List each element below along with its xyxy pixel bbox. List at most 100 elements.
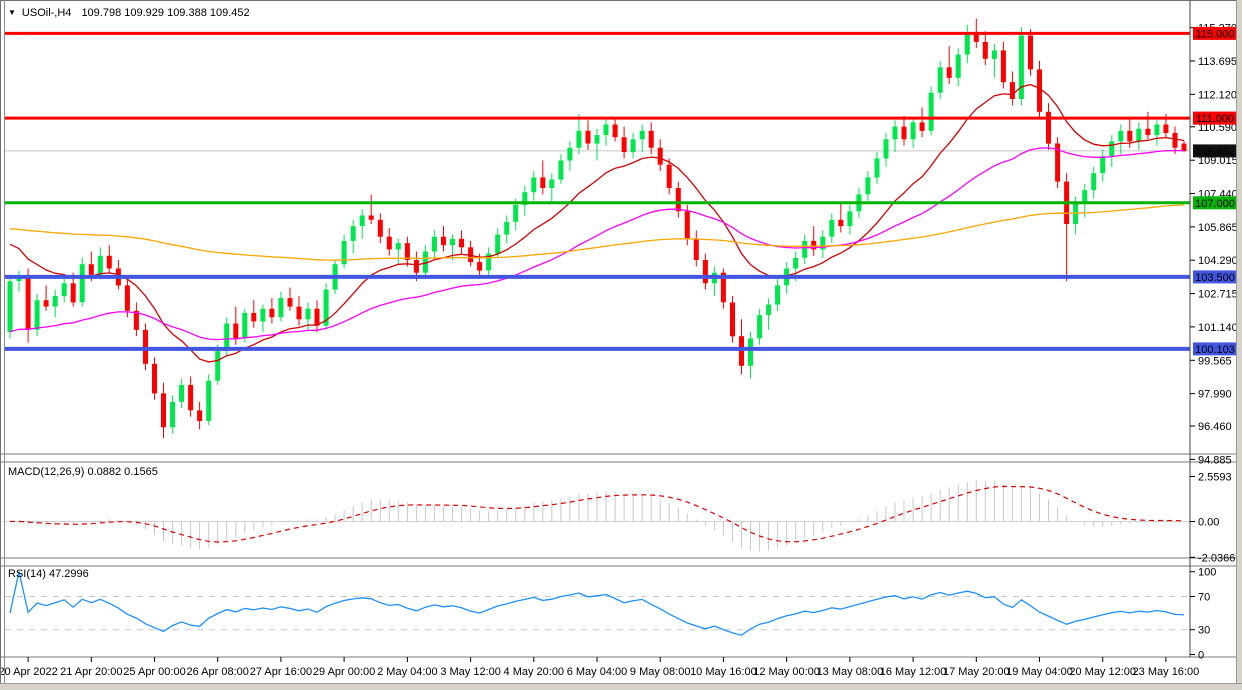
candle-bull — [748, 338, 753, 366]
candle-bear — [1028, 35, 1033, 70]
candle-bull — [1118, 130, 1124, 142]
candle-bull — [278, 298, 284, 318]
price-tick-label: 112.120 — [1198, 89, 1237, 101]
candle-bull — [97, 255, 103, 275]
level-100.103-badge-label: 100.103 — [1195, 344, 1235, 356]
candle-bull — [874, 158, 880, 178]
frame-left-inner — [4, 0, 5, 684]
level-111.000-badge[interactable] — [1193, 111, 1237, 125]
candle-bull — [504, 221, 510, 235]
candle-bear — [666, 164, 672, 188]
candle-bear — [143, 329, 148, 364]
candle-bear — [43, 300, 49, 307]
candle-bull — [802, 240, 808, 258]
ma-mid-magenta — [9, 147, 1185, 341]
candle-bull — [242, 312, 248, 339]
candle-bear — [648, 130, 654, 148]
candle-bull — [52, 296, 58, 307]
level-100.103-badge[interactable] — [1193, 342, 1237, 356]
candle-bear — [188, 384, 194, 411]
time-tick-label: 19 May 04:00 — [1006, 666, 1073, 678]
candle-bear — [901, 126, 907, 140]
candle-bull — [34, 300, 40, 330]
price-tick-label: 113.695 — [1198, 56, 1237, 68]
rsi-tick-label: 70 — [1198, 592, 1210, 604]
frame-right-band — [1237, 0, 1242, 690]
current-price-badge[interactable] — [1193, 144, 1237, 158]
level-103.500-badge[interactable] — [1193, 270, 1237, 284]
level-111.000-badge-label: 111.000 — [1196, 113, 1234, 125]
time-tick-label: 29 Apr 00:00 — [313, 666, 375, 678]
candle-bear — [152, 363, 157, 394]
candle-bear — [540, 177, 546, 188]
candle-bull — [350, 226, 356, 241]
candle-bear — [368, 215, 374, 220]
candle-bull — [549, 179, 555, 188]
candle-bull — [991, 50, 997, 59]
macd-tick-label: 0.00 — [1198, 517, 1219, 529]
candle-bear — [314, 308, 320, 326]
rsi-tick-label: 0 — [1198, 650, 1204, 662]
candle-bear — [133, 310, 139, 330]
ma-slow-orange — [9, 204, 1185, 261]
candle-bear — [1127, 130, 1133, 142]
candle-bull — [775, 285, 781, 305]
candle-bull — [567, 147, 573, 161]
candle-bull — [495, 234, 501, 254]
frame-right-line — [1236, 0, 1237, 690]
candle-bull — [865, 177, 871, 195]
level-115.000-badge[interactable] — [1193, 26, 1237, 40]
time-tick-label: 16 May 12:00 — [880, 666, 947, 678]
time-tick-label: 21 Apr 20:00 — [60, 666, 122, 678]
time-tick-label: 26 Apr 08:00 — [187, 666, 249, 678]
candle-bear — [1145, 128, 1151, 136]
candle-bear — [386, 236, 392, 250]
candle-bear — [838, 219, 844, 227]
candle-bear — [1163, 124, 1169, 133]
candle-bear — [477, 262, 483, 271]
candle-bull — [766, 304, 772, 316]
frame-bottom-band — [0, 684, 1242, 690]
candle-bull — [16, 276, 22, 282]
candle-bull — [341, 240, 347, 265]
candle-bear — [657, 147, 663, 165]
time-tick-label: 20 May 12:00 — [1069, 666, 1136, 678]
price-tick-label: 94.885 — [1198, 454, 1232, 466]
candle-bear — [1181, 143, 1187, 151]
candle-bull — [305, 308, 311, 320]
candle-bull — [928, 92, 934, 131]
price-tick-label: 104.290 — [1198, 255, 1238, 267]
candle-bull — [431, 236, 437, 252]
ma-fast-red — [9, 83, 1185, 363]
candle-bear — [1009, 82, 1015, 99]
candle-bull — [61, 283, 67, 296]
candle-bull — [359, 215, 365, 227]
chart-title: ▼ USOil-,H4 109.798 109.929 109.388 109.45… — [8, 6, 250, 20]
candle-bear — [287, 298, 293, 307]
symbol-period-label: USOil-,H4 — [21, 7, 72, 19]
rsi-line — [9, 571, 1185, 636]
level-107.000-badge[interactable] — [1193, 196, 1237, 210]
candle-bull — [1154, 124, 1160, 136]
level-103.500-badge-label: 103.500 — [1195, 272, 1235, 284]
time-tick-label: 27 Apr 16:00 — [250, 666, 312, 678]
frame-bottom-line — [0, 683, 1242, 684]
candle-bull — [522, 192, 528, 205]
rsi-tick-label: 30 — [1198, 625, 1210, 637]
time-tick-label: 6 May 04:00 — [567, 666, 628, 678]
rsi-indicator-label: RSI(14) 47.2996 — [8, 568, 89, 580]
time-tick-label: 3 May 12:00 — [440, 666, 501, 678]
candle-bear — [702, 260, 708, 284]
candle-bear — [233, 323, 239, 339]
candle-bull — [422, 251, 428, 273]
candle-bear — [1055, 143, 1061, 182]
candle-bear — [720, 272, 726, 303]
price-tick-label: 96.460 — [1198, 421, 1232, 433]
macd-indicator-label: MACD(12,26,9) 0.0882 0.1565 — [8, 466, 158, 478]
time-tick-label: 25 Apr 00:00 — [123, 666, 185, 678]
candle-bull — [955, 54, 961, 78]
collapse-icon[interactable]: ▼ — [8, 8, 16, 17]
macd-tick-label: -2.0366 — [1198, 552, 1235, 564]
